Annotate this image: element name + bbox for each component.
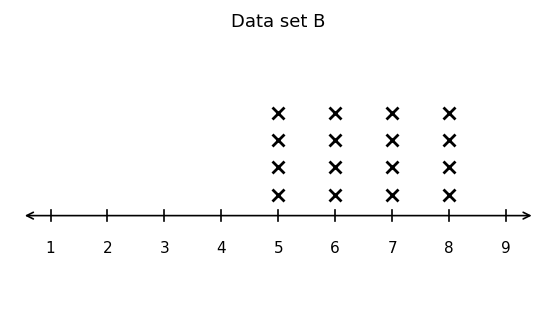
- Text: 5: 5: [273, 241, 283, 256]
- Text: 2: 2: [102, 241, 112, 256]
- Text: 1: 1: [46, 241, 55, 256]
- Text: 9: 9: [501, 241, 511, 256]
- Text: 4: 4: [217, 241, 226, 256]
- Text: 3: 3: [159, 241, 169, 256]
- Text: 8: 8: [444, 241, 454, 256]
- Title: Data set B: Data set B: [231, 13, 326, 30]
- Text: 7: 7: [387, 241, 397, 256]
- Text: 6: 6: [330, 241, 340, 256]
